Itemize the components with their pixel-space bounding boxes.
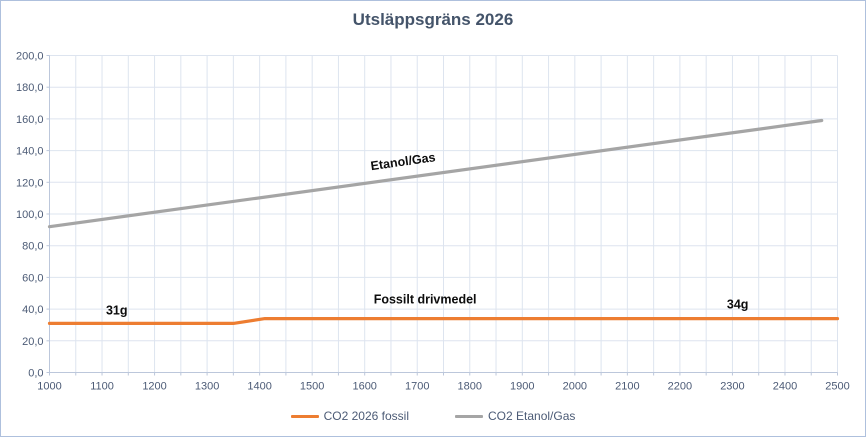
y-tick-label: 120,0 [16, 177, 44, 189]
x-tick-label: 2000 [563, 381, 587, 393]
x-tick-label: 1600 [352, 381, 376, 393]
x-tick-label: 2500 [825, 381, 849, 393]
annotation-31g: 31g [106, 304, 128, 318]
legend-item-co2-etanol-gas: CO2 Etanol/Gas [455, 409, 575, 423]
legend-item-co2-2026-fossil: CO2 2026 fossil [290, 409, 409, 423]
chart-title: Utsläppsgräns 2026 [352, 10, 514, 29]
y-tick-label: 80,0 [22, 241, 43, 253]
x-tick-label: 2300 [720, 381, 744, 393]
legend: CO2 2026 fossil CO2 Etanol/Gas [1, 409, 865, 423]
x-tick-label: 1100 [90, 381, 114, 393]
legend-swatch-gray [455, 414, 483, 418]
x-tick-label: 1400 [247, 381, 271, 393]
legend-label-co2-etanol-gas: CO2 Etanol/Gas [488, 409, 576, 423]
x-tick-label: 2100 [615, 381, 639, 393]
x-tick-label: 1300 [195, 381, 219, 393]
x-tick-label: 1200 [142, 381, 166, 393]
legend-swatch-orange [290, 414, 319, 418]
y-tick-label: 200,0 [16, 51, 44, 63]
x-tick-label: 1000 [37, 381, 61, 393]
y-tick-label: 20,0 [22, 336, 43, 348]
series-line-co2-2026-fossil [47, 317, 840, 325]
annotation-34g: 34g [727, 297, 749, 311]
x-tick-label: 1900 [510, 381, 534, 393]
y-tick-label: 140,0 [16, 146, 44, 158]
legend-label-co2-2026-fossil: CO2 2026 fossil [323, 409, 409, 423]
x-tick-label: 1700 [405, 381, 429, 393]
y-tick-label: 100,0 [16, 209, 44, 221]
y-tick-label: 160,0 [16, 114, 44, 126]
y-tick-label: 0,0 [28, 368, 43, 380]
y-tick-label: 60,0 [22, 272, 43, 284]
x-tick-label: 2200 [668, 381, 692, 393]
annotation-fossilt-drivmedel: Fossilt drivmedel [374, 293, 477, 307]
x-tick-label: 1800 [458, 381, 482, 393]
y-tick-label: 40,0 [22, 304, 43, 316]
x-tick-label: 2400 [773, 381, 797, 393]
y-tick-label: 180,0 [16, 82, 44, 94]
series-line-co2-etanol-gas [47, 118, 824, 229]
x-tick-label: 1500 [300, 381, 324, 393]
annotation-etanol-gas: Etanol/Gas [370, 150, 437, 173]
